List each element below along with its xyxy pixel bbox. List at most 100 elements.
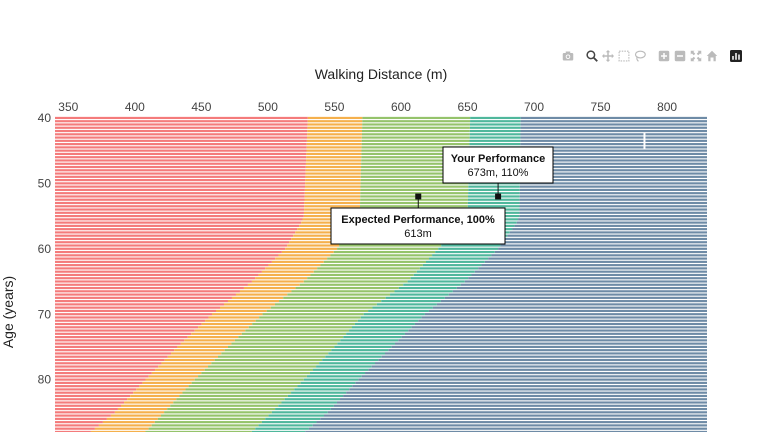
bar-segment-zone2[interactable]: [304, 188, 361, 191]
bar-segment-zone4[interactable]: [390, 293, 449, 296]
bar-segment-zone5[interactable]: [520, 169, 707, 172]
bar-segment-zone2[interactable]: [208, 316, 260, 319]
bar-segment-zone5[interactable]: [519, 201, 707, 205]
bar-segment-zone2[interactable]: [251, 280, 304, 283]
bar-segment-zone2[interactable]: [177, 345, 228, 348]
bar-segment-zone3[interactable]: [330, 254, 433, 257]
bar-segment-zone4[interactable]: [372, 306, 433, 309]
bar-segment-zone5[interactable]: [408, 329, 707, 332]
bar-segment-zone1[interactable]: [55, 116, 308, 120]
bar-segment-zone3[interactable]: [310, 273, 414, 277]
bar-segment-zone2[interactable]: [167, 355, 218, 358]
bar-segment-zone5[interactable]: [346, 391, 707, 394]
bar-segment-zone4[interactable]: [284, 398, 341, 401]
bar-segment-zone3[interactable]: [307, 277, 411, 280]
bar-segment-zone4[interactable]: [381, 300, 441, 303]
bar-segment-zone5[interactable]: [468, 277, 707, 280]
bar-segment-zone4[interactable]: [313, 368, 369, 371]
bar-segment-zone4[interactable]: [403, 283, 461, 286]
bar-segment-zone4[interactable]: [337, 342, 395, 345]
bar-segment-zone3[interactable]: [227, 345, 335, 348]
bar-segment-zone1[interactable]: [55, 313, 213, 316]
bar-segment-zone5[interactable]: [519, 185, 707, 188]
bar-segment-zone1[interactable]: [55, 378, 146, 381]
bar-segment-zone4[interactable]: [432, 254, 492, 257]
bar-segment-zone5[interactable]: [520, 139, 707, 142]
bar-segment-zone4[interactable]: [467, 205, 520, 208]
bar-segment-zone2[interactable]: [306, 152, 362, 156]
bar-segment-zone3[interactable]: [360, 175, 469, 178]
annotation-expected-performance[interactable]: Expected Performance, 100% 613m: [330, 193, 506, 245]
bar-segment-zone3[interactable]: [362, 116, 471, 120]
bar-segment-zone4[interactable]: [287, 394, 344, 398]
bar-segment-zone1[interactable]: [55, 362, 162, 365]
bar-segment-zone5[interactable]: [436, 303, 707, 306]
bar-segment-zone1[interactable]: [55, 300, 228, 303]
bar-segment-zone3[interactable]: [218, 355, 326, 358]
bar-segment-zone2[interactable]: [275, 257, 328, 260]
bar-segment-zone1[interactable]: [55, 221, 302, 224]
bar-segment-zone2[interactable]: [151, 371, 202, 375]
bar-segment-zone4[interactable]: [325, 355, 382, 358]
bar-segment-zone1[interactable]: [55, 424, 99, 427]
bar-segment-zone3[interactable]: [360, 192, 469, 195]
bar-segment-zone4[interactable]: [319, 362, 376, 365]
bar-segment-zone2[interactable]: [304, 195, 361, 198]
bar-segment-zone5[interactable]: [365, 371, 707, 375]
lasso-select-button[interactable]: [632, 48, 648, 64]
bar-segment-zone5[interactable]: [520, 152, 707, 156]
bar-segment-zone1[interactable]: [55, 421, 103, 424]
bar-segment-zone2[interactable]: [117, 407, 168, 411]
bar-segment-zone2[interactable]: [287, 244, 340, 247]
bar-segment-zone3[interactable]: [362, 129, 470, 133]
camera-button[interactable]: [560, 48, 576, 64]
bar-segment-zone2[interactable]: [102, 421, 155, 424]
bar-segment-zone3[interactable]: [157, 417, 266, 420]
bar-segment-zone5[interactable]: [519, 179, 707, 182]
bar-segment-zone5[interactable]: [512, 228, 707, 231]
bar-segment-zone4[interactable]: [422, 264, 482, 267]
bar-segment-zone3[interactable]: [270, 306, 373, 309]
bar-segment-zone4[interactable]: [398, 286, 457, 290]
bar-segment-zone3[interactable]: [252, 322, 355, 326]
bar-segment-zone1[interactable]: [55, 201, 305, 205]
bar-segment-zone1[interactable]: [55, 404, 121, 407]
bar-segment-zone2[interactable]: [124, 401, 174, 404]
bar-segment-zone1[interactable]: [55, 188, 305, 191]
bar-segment-zone1[interactable]: [55, 198, 305, 201]
bar-segment-zone2[interactable]: [261, 270, 314, 273]
bar-segment-zone3[interactable]: [188, 385, 298, 388]
bar-segment-zone1[interactable]: [55, 339, 185, 342]
bar-segment-zone5[interactable]: [421, 316, 707, 319]
bar-segment-zone5[interactable]: [520, 162, 707, 165]
bar-segment-zone3[interactable]: [361, 162, 469, 165]
bar-segment-zone3[interactable]: [255, 319, 358, 322]
bar-segment-zone2[interactable]: [191, 332, 242, 335]
bar-segment-zone1[interactable]: [55, 264, 269, 267]
bar-segment-zone3[interactable]: [151, 424, 259, 427]
bar-segment-zone5[interactable]: [519, 182, 707, 185]
bar-segment-zone1[interactable]: [55, 211, 304, 214]
bar-segment-zone1[interactable]: [55, 391, 134, 394]
bar-segment-zone1[interactable]: [55, 260, 272, 263]
bar-segment-zone3[interactable]: [191, 381, 301, 384]
bar-segment-zone2[interactable]: [307, 126, 363, 129]
bar-segment-zone2[interactable]: [139, 385, 189, 388]
bar-segment-zone5[interactable]: [519, 198, 707, 201]
bar-segment-zone1[interactable]: [55, 231, 296, 234]
bar-segment-zone5[interactable]: [424, 313, 707, 316]
bar-segment-zone4[interactable]: [275, 407, 331, 411]
bar-segment-zone5[interactable]: [452, 290, 707, 293]
bar-segment-zone2[interactable]: [255, 277, 308, 280]
bar-segment-zone1[interactable]: [55, 316, 209, 319]
bar-segment-zone5[interactable]: [349, 388, 707, 391]
bar-segment-zone2[interactable]: [194, 329, 246, 332]
bar-segment-zone2[interactable]: [127, 398, 177, 401]
bar-segment-zone2[interactable]: [302, 218, 357, 221]
bar-segment-zone4[interactable]: [368, 309, 429, 313]
bar-segment-zone3[interactable]: [360, 188, 469, 191]
bar-segment-zone3[interactable]: [241, 332, 347, 335]
bar-segment-zone2[interactable]: [180, 342, 232, 345]
bar-segment-zone5[interactable]: [519, 208, 707, 211]
bar-segment-zone5[interactable]: [474, 270, 707, 273]
